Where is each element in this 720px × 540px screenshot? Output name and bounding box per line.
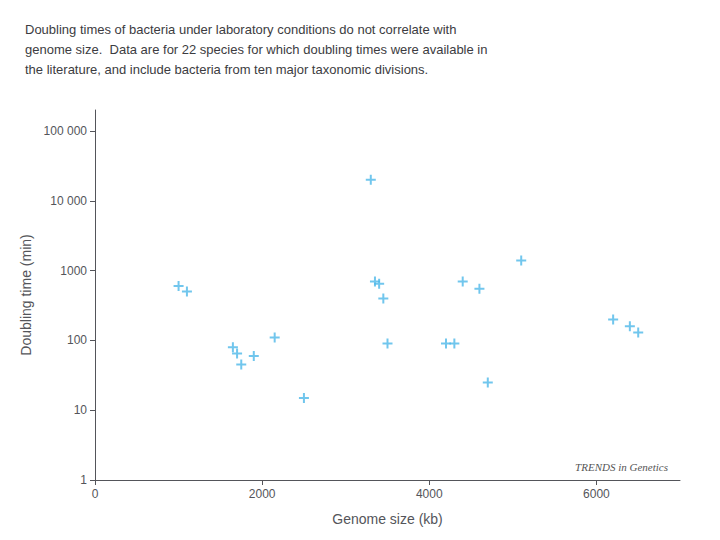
svg-text:genome size. Data are for 22: genome size. Data are for 22 species for… [25, 42, 487, 57]
svg-text:100 000: 100 000 [44, 124, 88, 138]
svg-text:10: 10 [74, 403, 88, 417]
svg-text:the literature, and include ba: the literature, and include bacteria fro… [25, 62, 428, 77]
svg-text:2000: 2000 [249, 487, 276, 501]
svg-text:4000: 4000 [416, 487, 443, 501]
svg-text:Doubling time (min): Doubling time (min) [18, 234, 34, 355]
svg-text:100: 100 [67, 333, 87, 347]
svg-text:10 000: 10 000 [50, 194, 87, 208]
svg-text:1: 1 [80, 473, 87, 487]
svg-text:TRENDS in Genetics: TRENDS in Genetics [575, 461, 668, 473]
svg-text:6000: 6000 [583, 487, 610, 501]
svg-text:1000: 1000 [60, 264, 87, 278]
svg-text:0: 0 [92, 487, 99, 501]
svg-text:Genome size (kb): Genome size (kb) [332, 511, 442, 527]
svg-text:Doubling times of bacteria und: Doubling times of bacteria under laborat… [25, 22, 456, 37]
